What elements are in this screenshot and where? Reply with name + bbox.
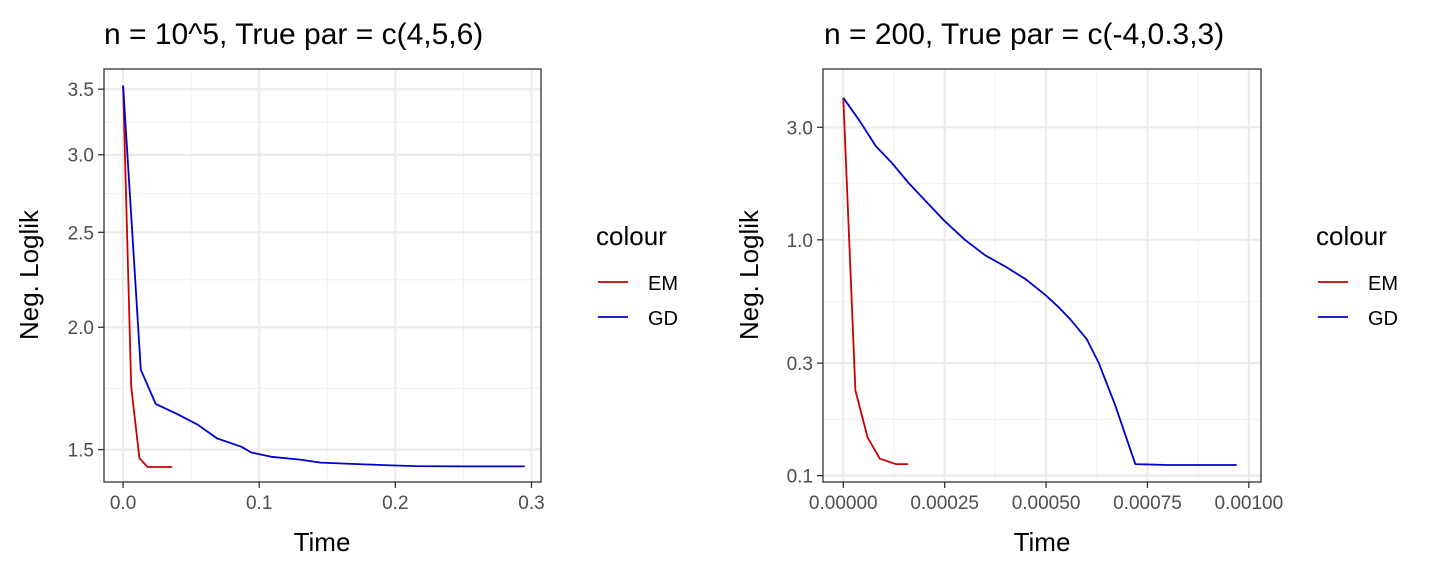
legend-label-gd: GD	[1368, 308, 1398, 330]
axis-ticks: 0.00000 0.00025 0.00050 0.00075 0.00100 0.1 0.…	[787, 118, 1284, 514]
x-tick-label: 0.0	[110, 493, 136, 514]
x-tick-label: 0.00075	[1113, 493, 1182, 514]
y-tick-label: 3.0	[787, 118, 813, 139]
x-tick-label: 0.00000	[809, 493, 878, 514]
y-axis-title: Neg. Loglik	[14, 209, 44, 340]
chart-title: n = 200, True par = c(-4,0.3,3)	[824, 18, 1224, 51]
y-axis-title: Neg. Loglik	[734, 209, 764, 340]
x-tick-label: 0.00050	[1012, 493, 1081, 514]
x-tick-label: 0.2	[382, 493, 408, 514]
grid-lines	[823, 69, 1261, 482]
x-tick-label: 0.00100	[1214, 493, 1283, 514]
legend: colour EM GD	[596, 221, 678, 330]
series-line-em	[122, 85, 173, 468]
y-tick-label: 0.1	[787, 467, 813, 488]
y-tick-label: 3.5	[68, 80, 94, 101]
legend-title: colour	[596, 221, 667, 251]
x-tick-label: 0.00025	[910, 493, 979, 514]
panel-border	[103, 68, 542, 483]
chart-title: n = 10^5, True par = c(4,5,6)	[104, 18, 483, 51]
legend-label-gd: GD	[648, 308, 678, 330]
y-tick-label: 2.0	[68, 318, 94, 339]
panel-border	[822, 68, 1262, 483]
x-axis-title: Time	[294, 527, 351, 557]
legend: colour EM GD	[1316, 221, 1398, 330]
y-tick-label: 1.5	[68, 441, 94, 462]
y-tick-label: 1.0	[787, 231, 813, 252]
x-axis-title: Time	[1014, 527, 1071, 557]
legend-label-em: EM	[1368, 273, 1398, 295]
x-tick-label: 0.1	[246, 493, 272, 514]
chart-left: n = 10^5, True par = c(4,5,6) 0.0 0.1 0.2 0…	[14, 18, 678, 557]
chart-right: n = 200, True par = c(-4,0.3,3) 0.00000 0…	[734, 18, 1398, 557]
y-tick-label: 3.0	[68, 146, 94, 167]
x-tick-label: 0.3	[518, 493, 544, 514]
plot-lines	[122, 85, 525, 468]
series-line-gd	[122, 85, 525, 468]
legend-title: colour	[1316, 221, 1387, 251]
y-tick-label: 0.3	[787, 354, 813, 375]
series-line-em	[842, 97, 909, 466]
plot-lines	[842, 97, 1237, 466]
grid-lines	[104, 69, 541, 482]
legend-label-em: EM	[648, 273, 678, 295]
axis-ticks: 0.0 0.1 0.2 0.3 1.5 2.0 2.5 3.0 3.5	[68, 80, 545, 514]
series-line-gd	[842, 97, 1237, 466]
y-tick-label: 2.5	[68, 223, 94, 244]
